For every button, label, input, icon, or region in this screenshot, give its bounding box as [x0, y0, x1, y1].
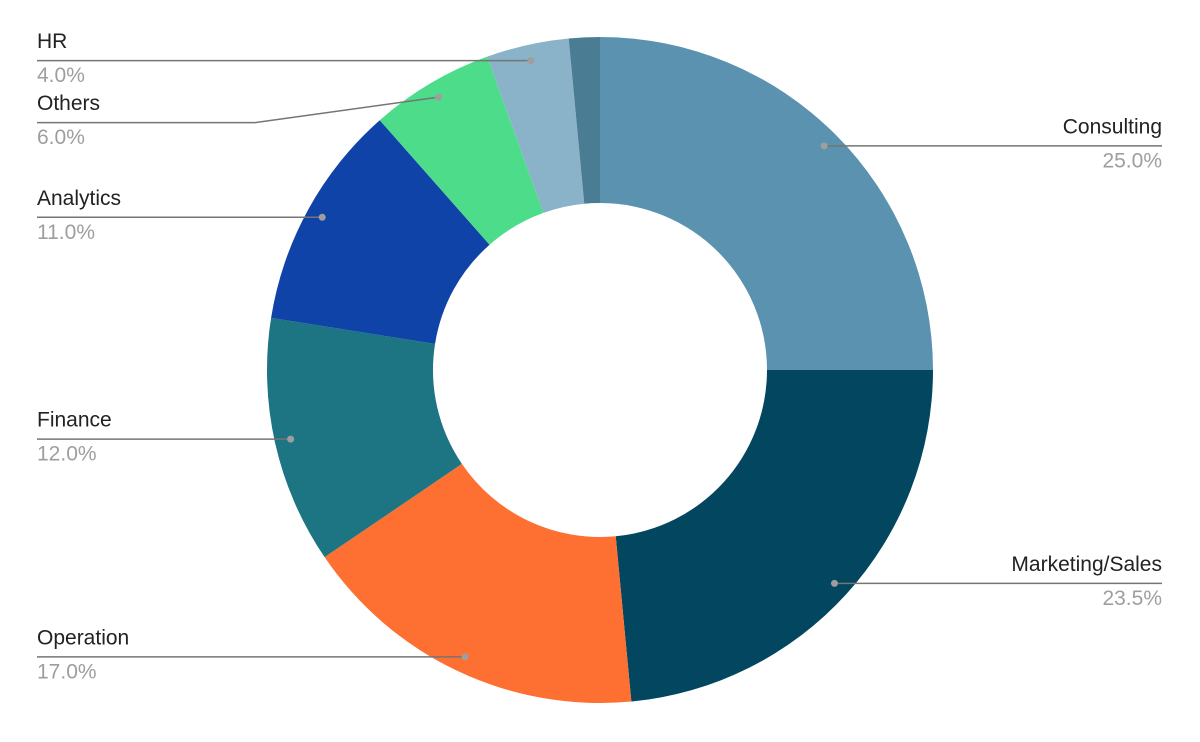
leader-dot [318, 213, 326, 221]
slice-value-label: 4.0% [37, 64, 85, 87]
slice-label: Marketing/Sales [1011, 553, 1162, 576]
slice [487, 38, 585, 213]
slice-value-label: 6.0% [37, 126, 85, 149]
leader-dot [461, 653, 469, 661]
slice [379, 56, 544, 245]
slice-label: HR [37, 30, 67, 53]
slice [568, 37, 600, 204]
leader-dot [435, 93, 443, 101]
slice-value-label: 25.0% [1102, 149, 1162, 172]
slice [600, 37, 933, 370]
leader-dot [830, 579, 838, 587]
leader-dot [287, 435, 295, 443]
slice-label: Analytics [37, 187, 121, 210]
slice-label: Finance [37, 409, 112, 432]
slice [271, 120, 490, 344]
slice-value-label: 11.0% [37, 221, 95, 244]
leader-line [37, 96, 439, 124]
slice-value-label: 12.0% [37, 443, 97, 466]
slice-value-label: 17.0% [37, 660, 97, 683]
slice [267, 317, 462, 558]
slice-label: Consulting [1063, 115, 1162, 138]
slice-value-label: 23.5% [1102, 587, 1162, 610]
slice [324, 463, 632, 703]
leader-dot [527, 57, 535, 65]
slice-label: Operation [37, 626, 129, 649]
leader-dot [820, 142, 828, 150]
slice-label: Others [37, 92, 100, 115]
slice [615, 370, 934, 702]
